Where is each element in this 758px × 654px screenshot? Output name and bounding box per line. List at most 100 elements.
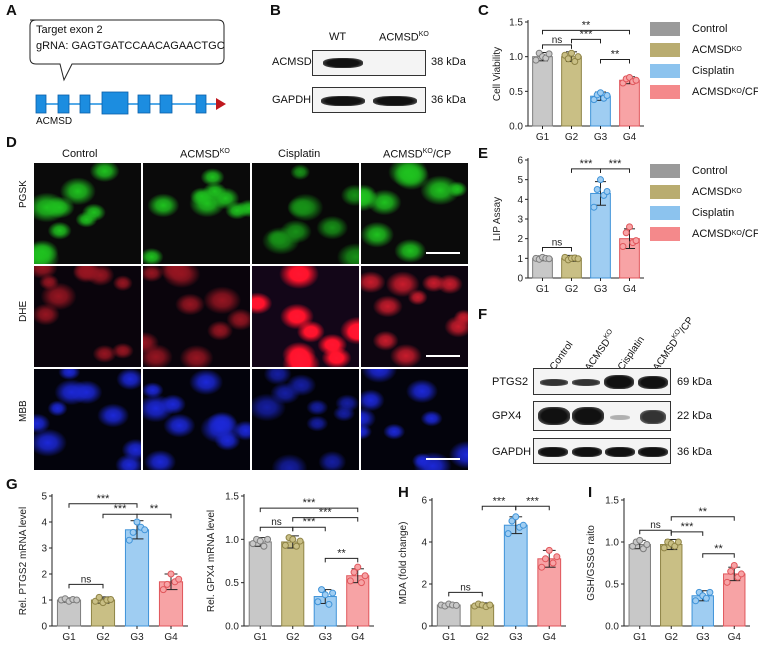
y-axis-label: LIP Assay: [492, 197, 503, 241]
data-point: [361, 572, 369, 580]
blot-b-size-gapdh: 36 kDa: [431, 94, 466, 106]
data-point: [545, 546, 553, 554]
band: [323, 58, 363, 68]
data-point: [702, 594, 710, 602]
band: [538, 407, 570, 425]
micrograph-0-1: [143, 163, 250, 264]
bar: [561, 56, 582, 127]
data-point: [508, 517, 516, 525]
significance-label: ns: [552, 238, 563, 249]
bar: [124, 529, 150, 627]
col-kocp-sup: KO: [422, 148, 433, 155]
y-tick-label: 0.5: [509, 87, 523, 98]
significance-bracket: [68, 583, 104, 589]
data-point: [723, 578, 731, 586]
bar: [628, 544, 651, 627]
data-point: [541, 555, 549, 563]
significance-bracket: [542, 247, 572, 252]
callout-box: [29, 19, 225, 82]
data-point: [590, 96, 598, 104]
data-point: [292, 542, 300, 550]
data-point: [730, 562, 738, 570]
legend-mid: Control ACMSD KO Cisplatin ACMSD KO/CP: [650, 160, 758, 244]
x-tick-label: G2: [565, 284, 579, 295]
micrograph-1-3: [361, 266, 468, 367]
data-point: [281, 541, 289, 549]
legend-swatch: [650, 42, 680, 57]
scale-bar: [426, 252, 460, 254]
legend-sup: KO: [731, 46, 742, 53]
legend-top: Control ACMSD KO Cisplatin ACMSD KO/CP: [650, 18, 758, 102]
x-tick-label: G1: [633, 632, 647, 643]
y-tick-label: 0.5: [605, 580, 619, 591]
blot-b-lane-wt: WT: [329, 31, 347, 43]
y-tick-label: 0.0: [509, 122, 523, 133]
significance-label: **: [611, 48, 620, 60]
significance-bracket: [68, 503, 138, 508]
data-point: [486, 601, 494, 609]
y-tick-label: 0.0: [605, 622, 619, 633]
significance-bracket: [515, 505, 550, 511]
data-point: [519, 521, 527, 529]
y-tick-label: 4: [517, 195, 523, 206]
col-kocp-main: ACMSD: [383, 148, 423, 161]
legend-label: Control: [692, 164, 728, 177]
significance-label: ns: [81, 574, 92, 585]
data-point: [597, 176, 604, 184]
data-point: [574, 255, 582, 263]
y-tick-label: 0.5: [225, 578, 239, 589]
x-tick-label: G4: [164, 632, 178, 643]
significance-label: ns: [650, 520, 661, 531]
legend-sup: KO: [731, 188, 742, 195]
y-tick-label: 1: [41, 596, 47, 607]
legend-suffix: /CP: [741, 85, 758, 98]
chart-gpx4-mrna: 0.0 0.5 1.0 1.5 Rel. GPX4 mRNA level G1 G2 G3 G4…: [206, 492, 374, 643]
panel-label-d: D: [6, 134, 17, 151]
legend-label: Cisplatin: [692, 64, 735, 77]
data-point: [549, 559, 557, 567]
micrograph-1-0: [34, 266, 141, 367]
micro-col-control: Control: [62, 148, 98, 160]
y-tick-label: 1: [517, 254, 523, 265]
exon-3: [79, 94, 91, 114]
legend-label: ACMSD: [692, 185, 732, 198]
data-point: [350, 568, 358, 576]
data-point: [95, 593, 103, 601]
legend-label: Control: [692, 22, 728, 35]
data-point: [727, 567, 735, 575]
gene-label: ACMSD: [36, 116, 73, 127]
data-point: [571, 58, 579, 66]
blot-f-gapdh: [533, 438, 671, 464]
microscopy-grid: [34, 163, 468, 471]
legend-label: ACMSD: [692, 85, 732, 98]
legend-item-ko: ACMSD KO: [650, 181, 758, 202]
y-tick-label: 3: [41, 544, 47, 555]
significance-bracket: [136, 513, 172, 519]
x-tick-label: G2: [665, 632, 679, 643]
data-point: [619, 243, 627, 251]
significance-bracket: [542, 44, 572, 49]
band: [610, 415, 630, 420]
x-tick-label: G3: [130, 632, 144, 643]
exon-2-target: [57, 94, 70, 114]
legend-swatch: [650, 63, 680, 78]
blot-f-lane-kocp: ACMSDKO/CP: [650, 314, 696, 373]
significance-label: **: [698, 506, 707, 518]
y-tick-label: 1.5: [605, 496, 619, 507]
y-tick-label: 0: [41, 622, 47, 633]
callout-grna: gRNA: GAGTGATCCAACAGAACTGC: [36, 40, 225, 52]
y-tick-label: 0: [517, 274, 523, 285]
data-point: [289, 535, 297, 543]
micro-row-pgsk: PGSK: [18, 180, 29, 208]
y-tick-label: 1.0: [225, 535, 239, 546]
data-point: [603, 91, 611, 99]
data-point: [603, 187, 611, 195]
data-point: [133, 518, 141, 526]
data-point: [632, 76, 640, 84]
chart-mda: 0 2 4 6 MDA (fold change) G1 G2 G3 G4 ns *** ***: [398, 495, 566, 643]
x-tick-label: G3: [594, 284, 608, 295]
data-point: [643, 541, 651, 549]
blot-b-lane-ko: ACMSDKO: [379, 31, 429, 44]
micro-col-ko: ACMSDKO: [180, 148, 230, 161]
legend-item-cisplatin: Cisplatin: [650, 202, 758, 223]
